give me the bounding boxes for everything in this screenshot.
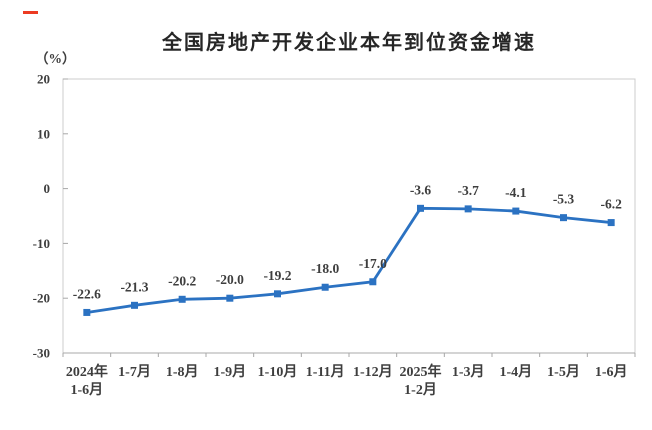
y-axis-label: 20: [37, 72, 50, 87]
x-axis-label: 1-6月: [595, 364, 628, 380]
data-point-marker: [274, 290, 281, 298]
data-value-label: -3.6: [410, 182, 432, 197]
chart-title: 全国房地产开发企业本年到位资金增速: [162, 32, 536, 54]
x-axis-label: 1-3月: [452, 364, 485, 380]
data-point-marker: [83, 308, 91, 316]
data-value-label: -19.2: [263, 268, 291, 283]
x-axis-label: 1-8月: [166, 364, 199, 380]
y-axis-label: -20: [33, 291, 50, 306]
x-axis-label: 1-11月: [306, 364, 345, 380]
data-point-marker: [417, 204, 424, 212]
data-point-marker: [321, 283, 329, 291]
x-axis-label: 1-5月: [547, 364, 580, 380]
data-point-marker: [131, 301, 138, 309]
data-point-marker: [464, 205, 472, 213]
x-axis-label: 1-9月: [213, 364, 246, 380]
data-value-label: -21.3: [120, 279, 148, 294]
x-axis-label: 1-10月: [258, 364, 298, 380]
data-value-label: -22.6: [73, 286, 101, 301]
data-value-label: -20.0: [216, 272, 244, 287]
x-axis-label: 2024年 1-6月: [66, 363, 108, 398]
y-axis-label: -30: [33, 346, 50, 361]
data-value-label: -18.0: [311, 261, 339, 276]
x-axis-label: 1-4月: [499, 364, 532, 380]
x-axis-label: 2025年 1-2月: [400, 363, 442, 398]
x-axis-label: 1-7月: [118, 364, 151, 380]
y-axis-unit-label: （%）: [35, 51, 76, 66]
data-point-marker: [178, 295, 186, 303]
data-point-marker: [560, 214, 567, 222]
data-point-marker: [369, 278, 377, 286]
red-dash-mark: [23, 11, 38, 14]
trend-line: [86, 206, 612, 314]
data-value-label: -3.7: [457, 183, 479, 198]
y-axis-label: 0: [44, 181, 51, 196]
data-point-marker: [512, 207, 520, 215]
data-value-label: -17.0: [359, 256, 387, 271]
data-value-label: -4.1: [505, 185, 527, 200]
x-axis-label: 1-12月: [353, 364, 393, 380]
data-value-label: -6.2: [600, 197, 622, 212]
data-point-marker: [226, 294, 234, 302]
data-value-label: -5.3: [553, 192, 575, 207]
y-axis-label: -10: [33, 236, 50, 251]
y-axis-label: 10: [37, 126, 50, 141]
data-point-marker: [607, 219, 615, 227]
data-value-label: -20.2: [168, 273, 196, 288]
